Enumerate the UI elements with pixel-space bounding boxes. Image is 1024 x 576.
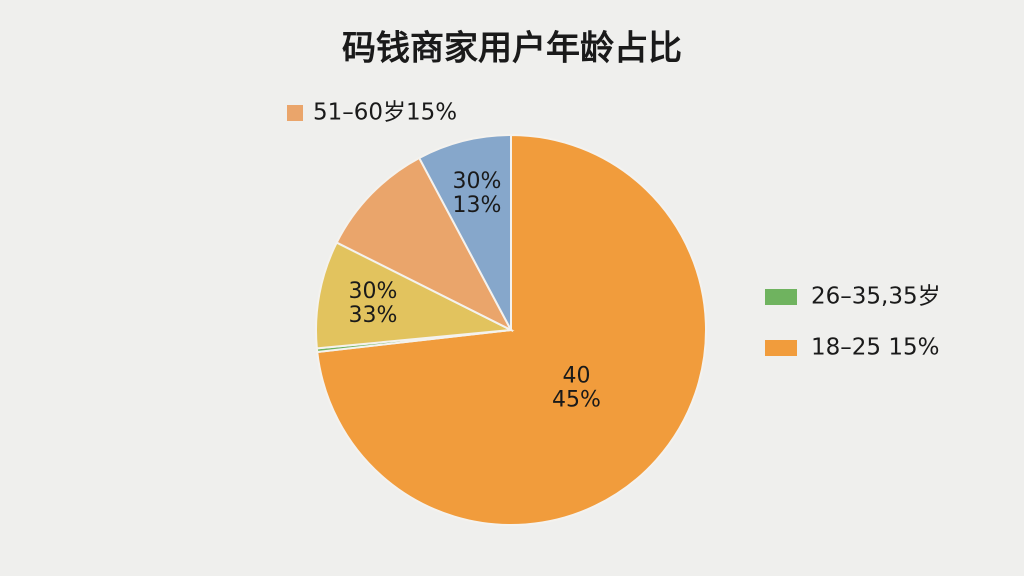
slice-label: 13%	[452, 193, 501, 218]
pie-slice	[335, 156, 514, 333]
legend-label: 18–25 15%	[811, 335, 939, 361]
pie-slice	[417, 133, 512, 331]
slice-label: 40	[562, 363, 590, 388]
legend-swatch	[287, 105, 303, 121]
slice-label: 33%	[349, 303, 398, 328]
legend-swatch	[765, 289, 797, 305]
legend-label: 26–35,35岁	[811, 284, 941, 310]
pie-slice	[315, 241, 515, 350]
slice-label: 45%	[552, 387, 601, 412]
chart-title: 码钱商家用户年龄占比	[342, 29, 682, 69]
slice-label: 30%	[452, 169, 501, 194]
legend-swatch	[765, 340, 797, 356]
legend-label: 51–60岁15%	[313, 100, 457, 126]
slice-label: 30%	[349, 279, 398, 304]
